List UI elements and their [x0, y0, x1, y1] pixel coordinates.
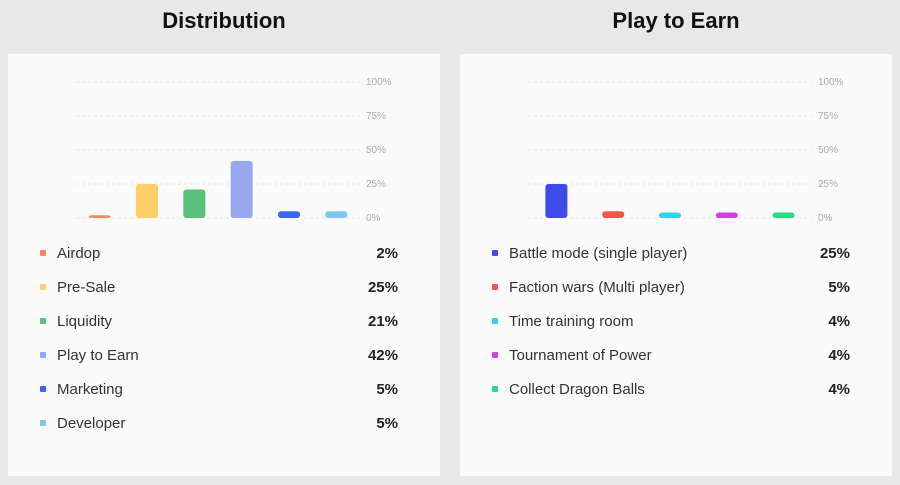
distribution-legend-item: Airdop 2%	[40, 244, 398, 264]
distribution-y-tick-label: 100%	[366, 77, 392, 88]
distribution-card: 100% 75% 50% 25% 0% Airdop 2% Pre-Sale 25% Liqui…	[8, 54, 440, 476]
legend-swatch-icon	[492, 318, 498, 324]
play-to-earn-bar[interactable]	[545, 184, 568, 218]
distribution-chart: 100% 75% 50% 25% 0%	[76, 77, 392, 224]
distribution-bar[interactable]	[230, 160, 253, 218]
legend-label: Liquidity	[57, 313, 113, 330]
legend-value: 5%	[376, 415, 398, 432]
play-to-earn-y-tick-label: 50%	[818, 145, 838, 156]
distribution-title: Distribution	[162, 8, 286, 33]
legend-swatch-icon	[492, 250, 498, 256]
play-to-earn-y-tick-label: 0%	[818, 213, 833, 224]
distribution-bar[interactable]	[278, 211, 300, 218]
legend-label: Pre-Sale	[57, 279, 116, 296]
play-to-earn-legend-item: Collect Dragon Balls 4%	[492, 380, 850, 400]
distribution-legend-item: Marketing 5%	[40, 380, 398, 400]
play-to-earn-title: Play to Earn	[612, 8, 740, 33]
play-to-earn-y-tick-label: 75%	[818, 111, 838, 122]
legend-label: Battle mode (single player)	[509, 245, 688, 262]
distribution-y-tick-label: 50%	[366, 145, 386, 156]
distribution-y-tick-label: 25%	[366, 179, 386, 190]
distribution-legend-item: Developer 5%	[40, 414, 398, 434]
legend-swatch-icon	[40, 250, 46, 256]
play-to-earn-bar[interactable]	[659, 212, 681, 218]
legend-value: 5%	[376, 381, 398, 398]
distribution-bar[interactable]	[183, 189, 206, 218]
play-to-earn-y-tick-label: 25%	[818, 179, 838, 190]
legend-value: 2%	[376, 245, 398, 262]
legend-swatch-icon	[40, 318, 46, 324]
play-to-earn-y-tick-label: 100%	[818, 77, 844, 88]
legend-label: Airdop	[57, 245, 101, 262]
legend-value: 25%	[367, 279, 398, 296]
legend-swatch-icon	[40, 420, 46, 426]
legend-value: 4%	[828, 313, 850, 330]
distribution-legend-item: Play to Earn 42%	[40, 346, 398, 366]
distribution-bar[interactable]	[88, 215, 111, 218]
legend-swatch-icon	[492, 352, 498, 358]
legend-value: 4%	[828, 347, 850, 364]
play-to-earn-legend-item: Time training room 4%	[492, 312, 850, 332]
legend-label: Play to Earn	[57, 347, 139, 364]
play-to-earn-legend-item: Tournament of Power 4%	[492, 346, 850, 366]
legend-value: 4%	[828, 381, 850, 398]
play-to-earn-legend-item: Faction wars (Multi player) 5%	[492, 278, 850, 298]
legend-label: Developer	[57, 415, 126, 432]
legend-label: Marketing	[57, 381, 123, 398]
legend-label: Time training room	[509, 313, 634, 330]
legend-swatch-icon	[492, 284, 498, 290]
play-to-earn-chart: 100% 75% 50% 25% 0%	[528, 77, 844, 224]
play-to-earn-bar[interactable]	[772, 212, 795, 218]
legend-label: Collect Dragon Balls	[509, 381, 645, 398]
play-to-earn-bar[interactable]	[602, 211, 625, 218]
legend-label: Faction wars (Multi player)	[509, 279, 685, 296]
legend-value: 5%	[828, 279, 850, 296]
legend-swatch-icon	[40, 352, 46, 358]
legend-label: Tournament of Power	[509, 347, 652, 364]
distribution-legend-item: Pre-Sale 25%	[40, 278, 398, 298]
legend-value: 21%	[367, 313, 398, 330]
legend-value: 25%	[819, 245, 850, 262]
legend-swatch-icon	[492, 386, 498, 392]
distribution-y-tick-label: 0%	[366, 213, 381, 224]
play-to-earn-card: 100% 75% 50% 25% 0% Battle mode (single play…	[460, 54, 892, 476]
play-to-earn-bar[interactable]	[715, 212, 738, 218]
legend-value: 42%	[367, 347, 398, 364]
legend-swatch-icon	[40, 284, 46, 290]
legend-swatch-icon	[40, 386, 46, 392]
distribution-bar[interactable]	[325, 211, 348, 218]
distribution-legend-item: Liquidity 21%	[40, 312, 398, 332]
distribution-bar[interactable]	[136, 184, 158, 218]
distribution-y-tick-label: 75%	[366, 111, 386, 122]
play-to-earn-legend-item: Battle mode (single player) 25%	[492, 244, 850, 264]
